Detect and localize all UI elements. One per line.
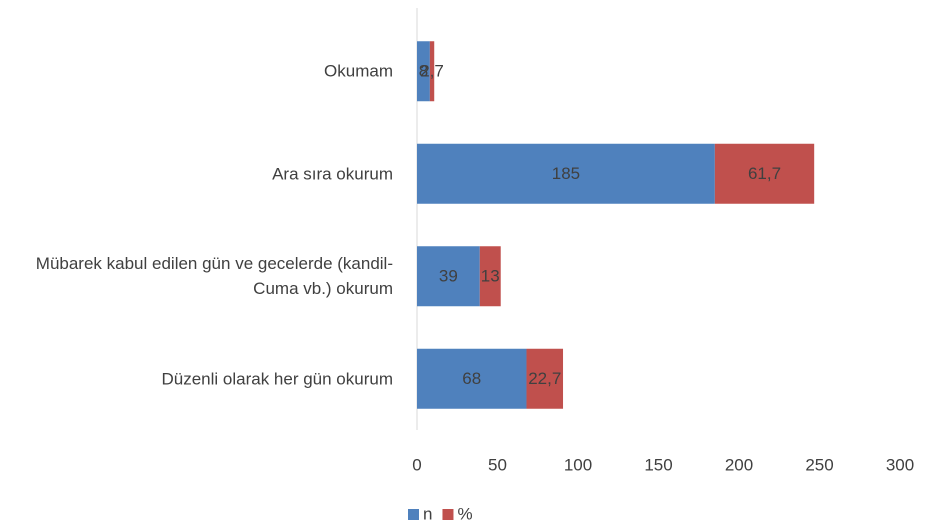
data-label: 8 [419,62,428,81]
legend-swatch [442,509,454,520]
y-tick-label: Mübarek kabul edilen gün ve gecelerde (k… [35,254,393,299]
data-label: 185 [552,164,580,183]
bar [429,41,435,102]
bar [417,143,715,204]
y-tick-label: Okumam [324,61,393,81]
legend-label: % [457,504,472,523]
bar [417,41,430,102]
bar [714,143,815,204]
data-label: 68 [462,369,481,388]
data-label: 61,7 [748,164,781,183]
data-label: 39 [439,267,458,286]
y-tick-label: Ara sıra okurum [272,164,393,184]
bar [417,246,480,307]
x-tick-label: 100 [564,455,592,474]
y-tick-label: Düzenli olarak her gün okurum [161,369,393,389]
data-label: 22,7 [528,369,561,388]
x-tick-label: 300 [886,455,914,474]
x-tick-label: 0 [412,455,421,474]
x-tick-label: 200 [725,455,753,474]
data-label: 13 [481,267,500,286]
legend-swatch [408,509,419,520]
bar [417,348,527,409]
x-tick-label: 250 [805,455,833,474]
bar [479,246,501,307]
x-tick-label: 150 [644,455,672,474]
bar [526,348,564,409]
x-tick-label: 50 [488,455,507,474]
legend-label: n [423,504,432,523]
data-label: 2,7 [420,62,444,81]
